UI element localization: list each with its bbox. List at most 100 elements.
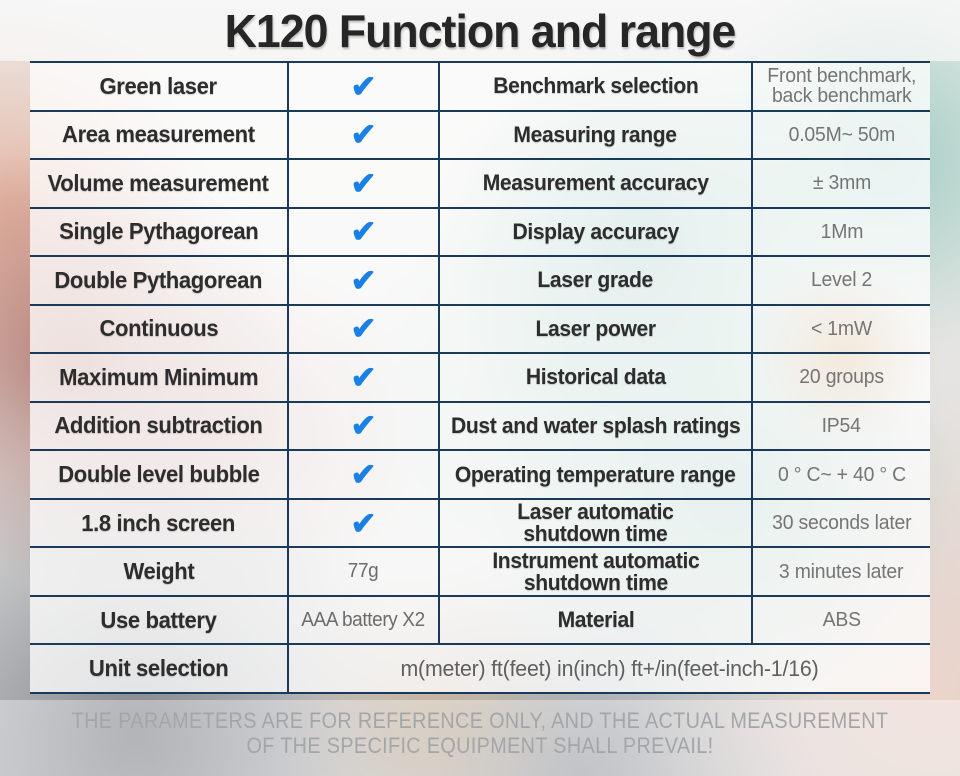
unit-options-value: m(meter) ft(feet) in(inch) ft+/in(feet-i…: [400, 655, 819, 681]
feature-cell: Use battery: [30, 597, 287, 644]
value-cell: 30 seconds later: [751, 499, 930, 547]
table-row-unit-selection: Unit selection m(meter) ft(feet) in(inch…: [30, 645, 930, 694]
spec-label: Benchmark selection: [492, 73, 699, 99]
checkmark-icon: ✔: [350, 311, 377, 347]
table-row: 1.8 inch screen ✔ Laser automatic shutdo…: [30, 499, 930, 549]
value-cell: < 1mW: [751, 305, 930, 353]
feature-value-cell: 77g: [287, 548, 438, 595]
feature-cell: Double Pythagorean: [30, 257, 287, 304]
check-cell: ✔: [287, 160, 438, 207]
spec-value: 3 minutes later: [779, 560, 904, 583]
table-row: Use battery AAA battery X2 Material ABS: [30, 596, 930, 646]
feature-value: 77g: [348, 560, 379, 583]
spec-cell: Instrument automatic shutdown time: [438, 548, 751, 595]
feature-cell: Green laser: [30, 63, 287, 110]
check-cell: ✔: [287, 305, 438, 353]
spec-cell: Measurement accuracy: [438, 160, 751, 207]
value-cell: 0 ° C~ + 40 ° C: [751, 451, 930, 498]
spec-value: 0.05M~ 50m: [788, 123, 895, 146]
check-cell: ✔: [287, 111, 438, 159]
table-row: Volume measurement ✔ Measurement accurac…: [30, 160, 930, 209]
check-cell: ✔: [287, 402, 438, 450]
spec-label: Laser power: [535, 315, 656, 341]
spec-label: Operating temperature range: [455, 461, 736, 487]
spec-value: < 1mW: [810, 317, 873, 340]
feature-label: Green laser: [99, 72, 218, 99]
table-row: Continuous ✔ Laser power < 1mW: [30, 305, 930, 355]
feature-label: 1.8 inch screen: [81, 509, 236, 536]
checkmark-icon: ✔: [350, 359, 377, 395]
value-cell: IP54: [751, 402, 930, 450]
value-cell: ABS: [751, 596, 930, 644]
feature-label: Unit selection: [88, 655, 229, 682]
feature-cell: Continuous: [30, 306, 287, 353]
checkmark-icon: ✔: [350, 457, 377, 493]
spec-cell: Laser automatic shutdown time: [438, 499, 751, 547]
table-row: Weight 77g Instrument automatic shutdown…: [30, 548, 930, 597]
page-title: K120 Function and range: [224, 4, 737, 57]
feature-label: Volume measurement: [48, 169, 269, 196]
check-cell: ✔: [287, 208, 438, 256]
feature-label: Double Pythagorean: [54, 266, 263, 293]
feature-label: Continuous: [99, 315, 218, 342]
checkmark-icon: ✔: [350, 117, 377, 153]
value-cell: 20 groups: [751, 354, 930, 401]
spec-table: Green laser ✔ Benchmark selection Front …: [30, 61, 930, 694]
spec-value: 1Mm: [820, 220, 863, 243]
value-cell: 3 minutes later: [751, 548, 930, 595]
value-cell: 1Mm: [751, 208, 930, 256]
table-row: Maximum Minimum ✔ Historical data 20 gro…: [30, 354, 930, 403]
value-cell: Level 2: [751, 257, 930, 304]
spec-cell: Historical data: [438, 354, 751, 401]
feature-label: Weight: [123, 558, 194, 585]
checkmark-icon: ✔: [350, 262, 377, 298]
spec-label: Instrument automatic shutdown time: [491, 547, 700, 595]
spec-value: 30 seconds later: [771, 512, 912, 535]
value-cell: Front benchmark, back benchmark: [751, 63, 930, 110]
disclaimer-band: THE PARAMETERS ARE FOR REFERENCE ONLY, A…: [0, 700, 960, 776]
spec-cell: Operating temperature range: [438, 451, 751, 498]
spec-label: Laser automatic shutdown time: [517, 499, 674, 547]
table-row: Green laser ✔ Benchmark selection Front …: [30, 63, 930, 112]
feature-cell: 1.8 inch screen: [30, 500, 287, 547]
feature-cell: Single Pythagorean: [30, 209, 287, 256]
feature-label: Single Pythagorean: [58, 218, 259, 245]
spec-value: 20 groups: [799, 366, 884, 389]
check-cell: ✔: [287, 63, 438, 110]
table-row: Double Pythagorean ✔ Laser grade Level 2: [30, 257, 930, 306]
checkmark-icon: ✔: [350, 505, 377, 541]
value-cell: ± 3mm: [751, 160, 930, 207]
feature-cell: Double level bubble: [30, 451, 287, 498]
spec-label: Laser grade: [537, 267, 654, 293]
feature-cell: Volume measurement: [30, 160, 287, 207]
spec-value: 0 ° C~ + 40 ° C: [777, 463, 906, 486]
feature-cell: Weight: [30, 548, 287, 595]
disclaimer-text: THE PARAMETERS ARE FOR REFERENCE ONLY, A…: [71, 708, 889, 758]
table-row: Addition subtraction ✔ Dust and water sp…: [30, 402, 930, 452]
spec-cell: Dust and water splash ratings: [438, 402, 751, 450]
spec-label: Measuring range: [513, 121, 678, 147]
feature-value-cell: AAA battery X2: [287, 596, 438, 644]
merged-value-cell: m(meter) ft(feet) in(inch) ft+/in(feet-i…: [287, 645, 930, 692]
table-row: Double level bubble ✔ Operating temperat…: [30, 451, 930, 500]
feature-cell: Unit selection: [30, 645, 287, 692]
spec-cell: Laser power: [438, 305, 751, 353]
spec-label: Measurement accuracy: [482, 170, 709, 196]
checkmark-icon: ✔: [350, 214, 377, 250]
spec-value: ± 3mm: [812, 172, 871, 195]
feature-cell: Addition subtraction: [30, 403, 287, 450]
spec-value: Front benchmark, back benchmark: [767, 65, 916, 108]
spec-cell: Laser grade: [438, 257, 751, 304]
spec-cell: Benchmark selection: [438, 63, 751, 110]
feature-label: Use battery: [100, 606, 217, 633]
spec-cell: Material: [438, 596, 751, 644]
spec-value: ABS: [822, 609, 861, 632]
spec-value: IP54: [821, 414, 862, 437]
value-cell: 0.05M~ 50m: [751, 111, 930, 159]
checkmark-icon: ✔: [350, 165, 377, 201]
feature-label: Double level bubble: [57, 461, 260, 488]
feature-label: Addition subtraction: [54, 412, 263, 439]
table-row: Area measurement ✔ Measuring range 0.05M…: [30, 111, 930, 161]
spec-cell: Measuring range: [438, 111, 751, 159]
